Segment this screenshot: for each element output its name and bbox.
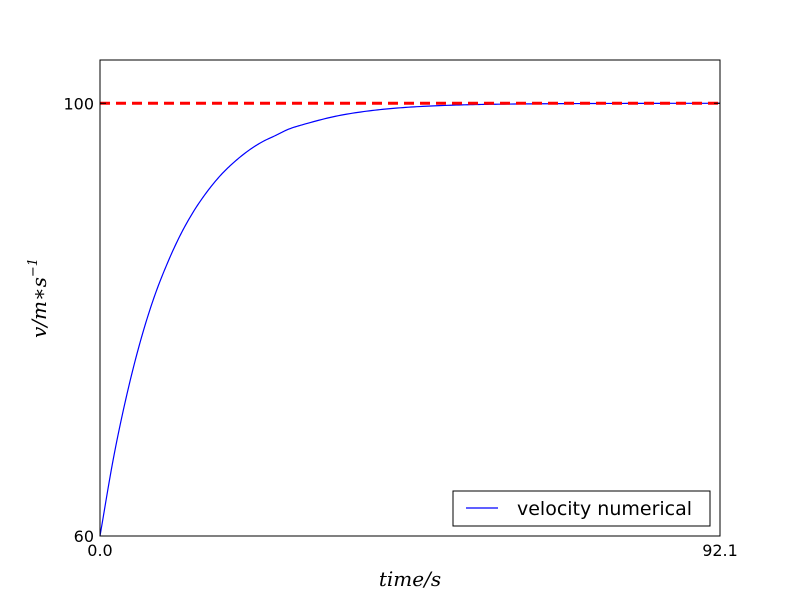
y-tick-label: 60 (74, 527, 94, 546)
y-tick-label: 100 (63, 94, 94, 113)
plot-area-background (100, 60, 720, 536)
x-tick-label: 0.0 (87, 541, 112, 560)
legend-label-velocity-numerical: velocity numerical (517, 498, 692, 520)
legend-box (452, 490, 711, 527)
legend: velocity numerical (452, 490, 711, 527)
ticks-layer: 0.0 92.1 60 100 (63, 60, 738, 560)
y-axis-label-base: v/m∗s (27, 277, 51, 338)
series-layer (99, 101, 721, 537)
plot-frame (99, 59, 721, 537)
x-tick-label: 92.1 (702, 541, 738, 560)
x-axis-label: time/s (379, 567, 441, 591)
y-axis-label-exponent: −1 (26, 258, 41, 277)
y-axis-label: v/m∗s−1 (26, 258, 51, 338)
y-axis-label-group: v/m∗s−1 (26, 258, 51, 338)
